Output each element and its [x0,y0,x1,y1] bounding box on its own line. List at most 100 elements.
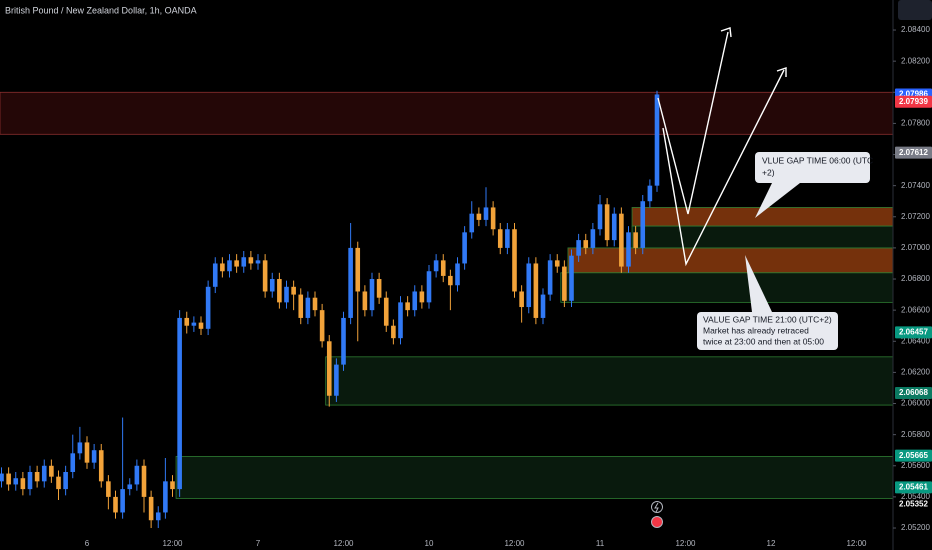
candle-body [611,213,617,241]
candle-body [569,255,574,301]
y-tick-label: 2.07400 [901,181,930,190]
candle-body [341,317,346,365]
y-tick-label: 2.05800 [901,430,930,439]
arrow [662,69,785,267]
event-icon[interactable] [651,516,663,528]
callout: VALUE GAP TIME 21:00 (UTC+2) Market has … [697,255,838,350]
candle-body [141,465,147,497]
candle-body [640,201,646,248]
candle-body [241,257,247,267]
candle-body [540,294,546,318]
candle-body [348,247,353,318]
candle-body [426,271,432,303]
candle-body [505,229,510,248]
price-label: 2.06457 [899,328,928,337]
candle-body [34,471,40,482]
candle-body [212,263,218,287]
candle-body [647,185,653,202]
event-icon[interactable] [651,501,663,513]
callout-text: +2) [762,167,775,177]
candle-body [526,263,532,308]
candle-body [476,213,482,220]
y-tick-label: 2.06600 [901,305,930,314]
candle-body [440,260,446,276]
zone [631,225,894,249]
y-tick-label: 2.05400 [901,492,930,501]
zone [325,356,894,406]
y-tick-label: 2.06800 [901,274,930,283]
candle-body [49,465,54,477]
candle-body [220,263,225,272]
candle-body [84,442,90,463]
candle-body [433,260,439,272]
y-tick-label: 2.07200 [901,212,930,221]
candle-body [419,291,425,303]
x-tick-label: 12:00 [504,539,525,548]
candle-body [184,317,190,326]
candle-body [562,266,567,301]
y-tick-label: 2.06200 [901,368,930,377]
callout-box [755,152,870,183]
x-tick-label: 12:00 [333,539,354,548]
candle-body [120,489,125,513]
candle-body [405,302,410,311]
candle-body [626,232,631,267]
candle-body [355,247,361,292]
x-tick-label: 11 [596,539,605,548]
candle-body [98,450,104,482]
candle-body [604,204,610,241]
candle-body [6,473,11,485]
candle-body [319,310,325,342]
candle-body [391,325,396,339]
zone [567,247,894,274]
price-label-bg [895,326,932,339]
candle-body [462,232,467,264]
price-label-bg [895,386,932,399]
candle-body [56,476,61,490]
candle-body [234,260,239,267]
price-label: 2.07612 [899,148,928,157]
candle-body [469,213,475,233]
candle-body [255,260,261,264]
arrow-head [776,67,787,77]
zone [560,272,894,303]
candle-body [334,364,339,396]
price-label-bg [895,481,932,494]
candle-body [163,481,168,513]
candle-body [376,279,382,298]
candle-body [248,257,254,264]
zone [0,91,894,135]
candle-body [412,291,418,311]
candle-body [533,263,539,318]
y-tick-label: 2.05200 [901,523,930,532]
chart-title: British Pound / New Zealand Dollar, 1h, … [5,5,197,15]
candle-body [63,471,68,490]
candle-body [227,260,232,272]
x-tick-label: 12:00 [162,539,183,548]
candle-body [41,465,47,482]
candle-body [20,478,26,490]
price-label: 2.05352 [899,499,928,508]
candle-body [547,260,553,295]
x-tick-label: 7 [256,539,261,548]
candle-body [262,260,268,292]
x-tick-label: 12:00 [846,539,867,548]
candle-body [597,204,603,230]
candle-body [70,453,76,472]
toolbar-button[interactable] [898,0,932,20]
arrow [657,31,729,215]
candle-body [398,302,403,339]
candle-body [113,496,118,513]
candle-body [326,341,332,396]
candle-body [619,213,624,267]
candle-body [127,484,133,490]
callout-pointer [745,255,772,312]
candle-body [134,465,140,485]
candle-body [633,232,638,248]
price-label-bg [895,95,932,108]
candle-body [512,229,517,292]
callout-text: twice at 23:00 and then at 05:00 [703,336,824,346]
candle-body [583,240,589,248]
price-label-bg [895,146,932,159]
